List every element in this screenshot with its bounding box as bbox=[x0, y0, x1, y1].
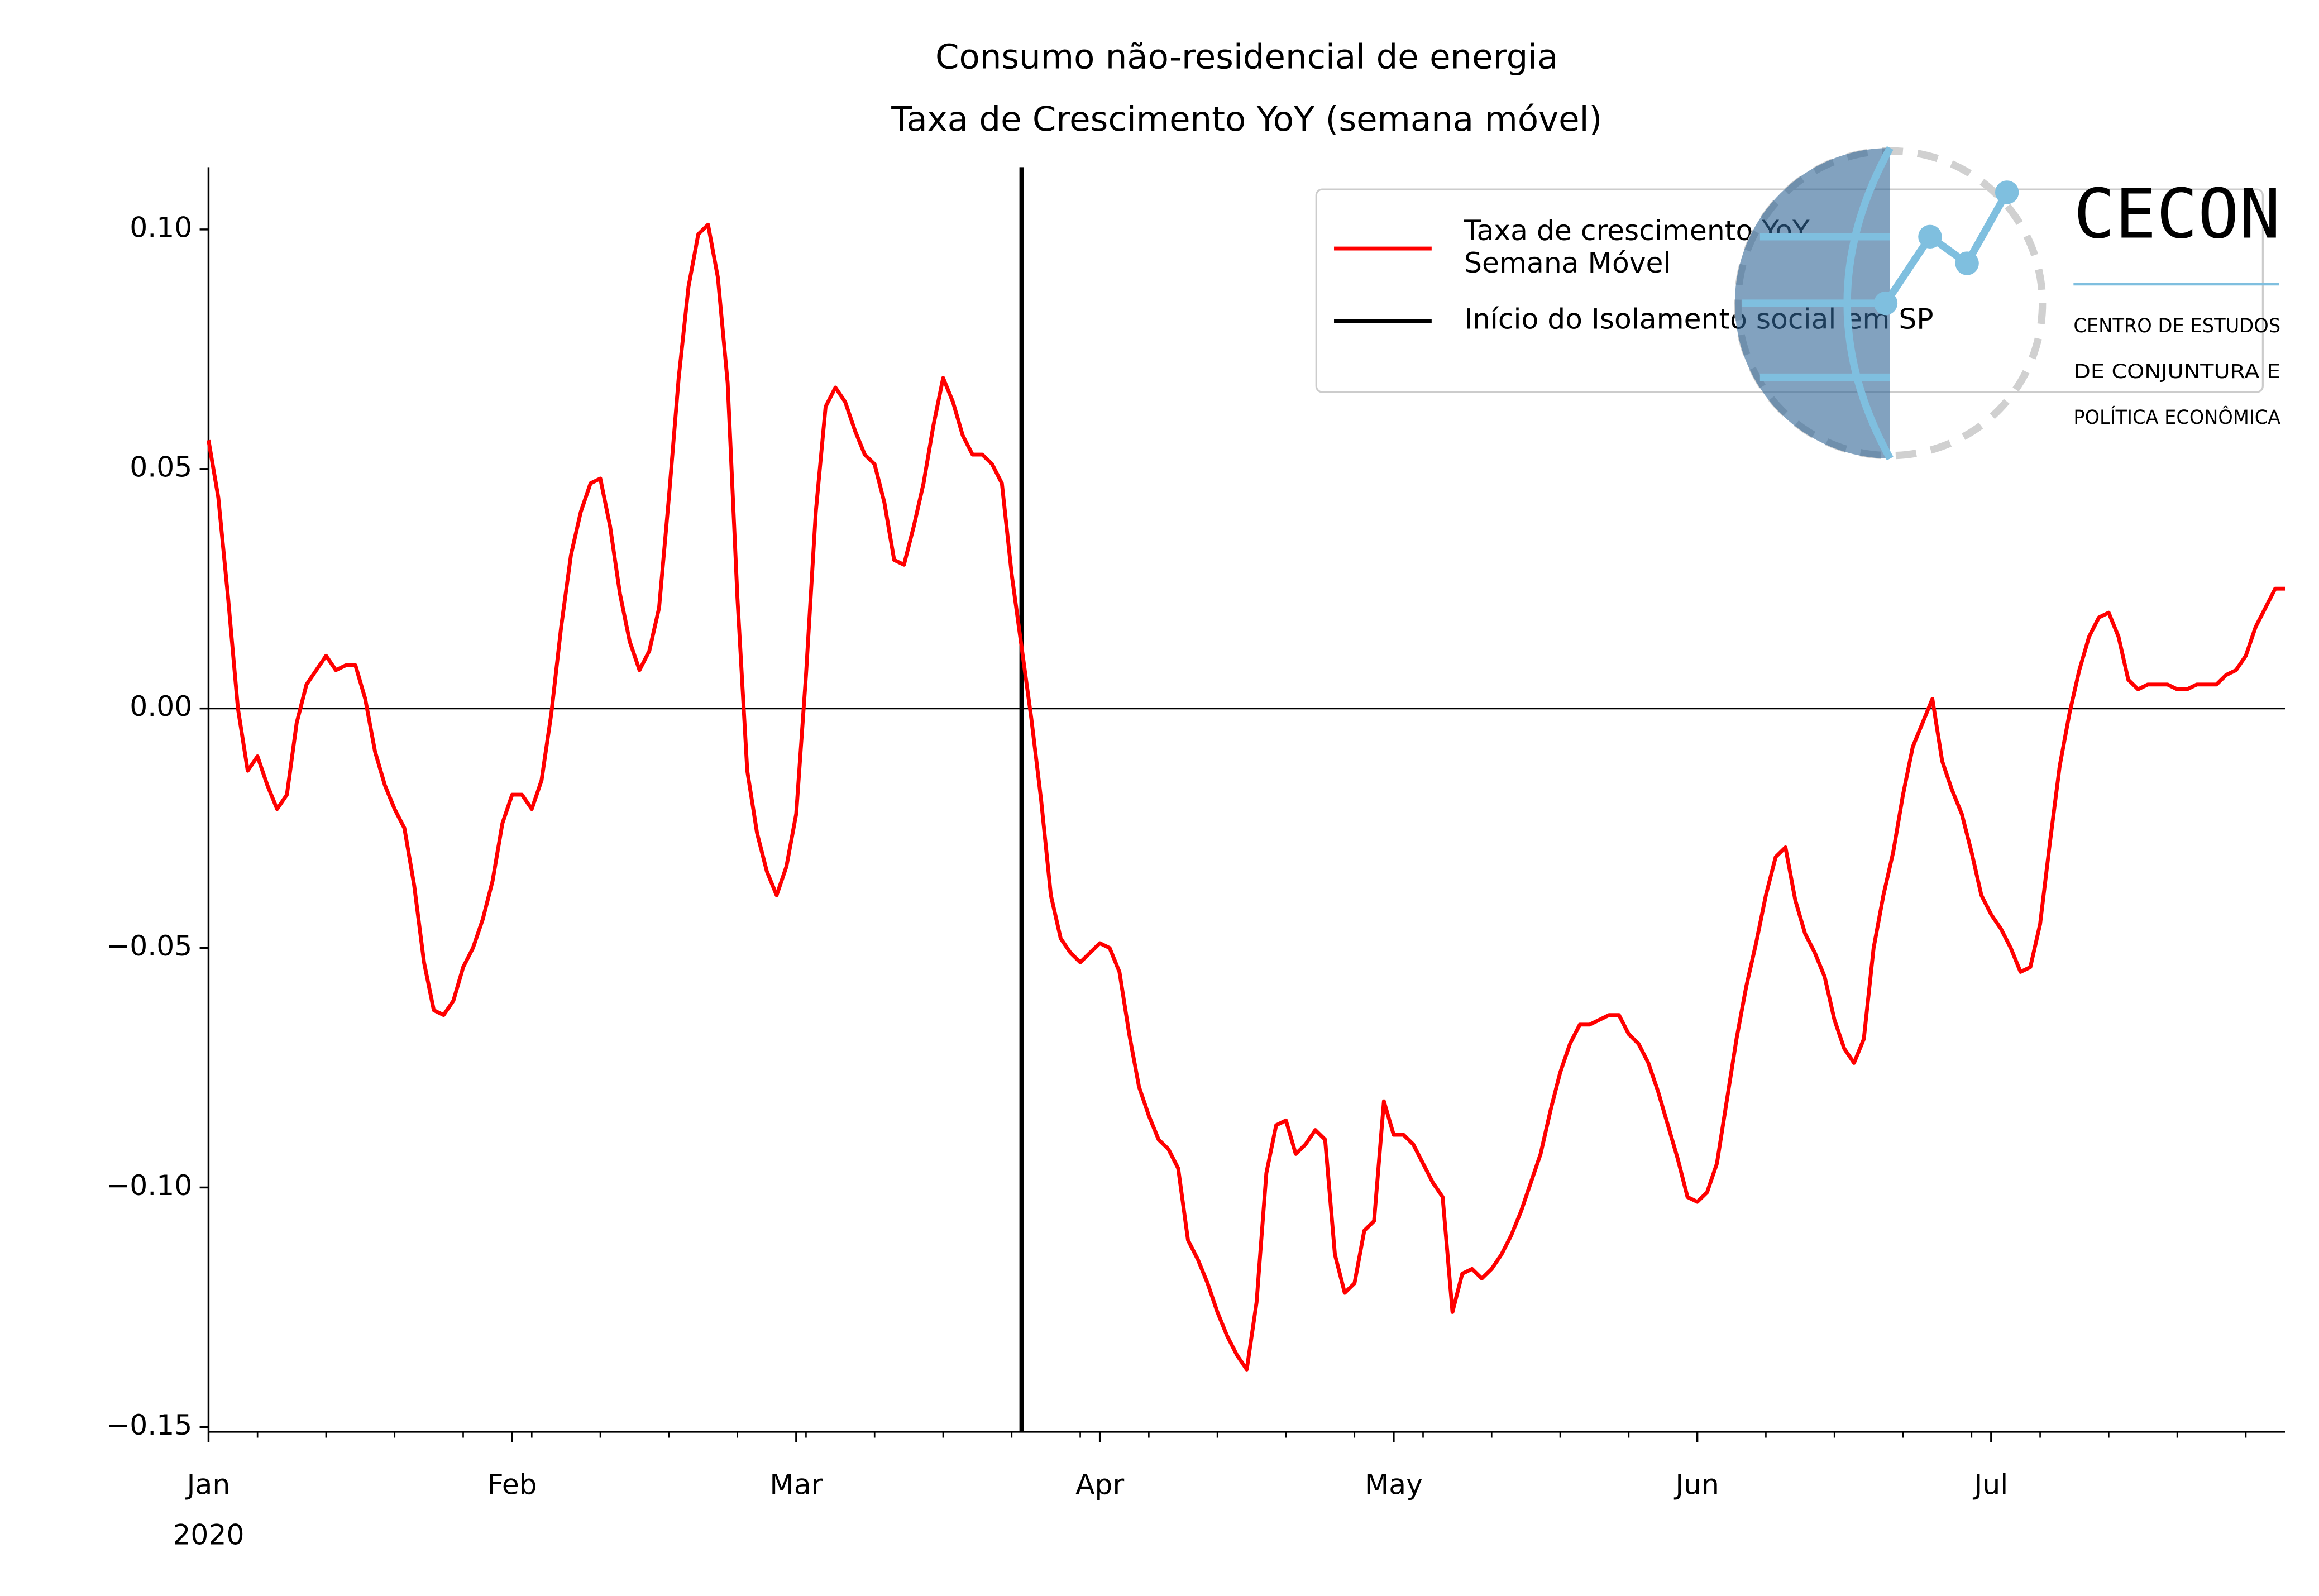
x-tick-label: Mar bbox=[769, 1468, 823, 1501]
x-tick-label: Jul bbox=[1973, 1468, 2009, 1501]
logo-grid bbox=[1742, 146, 1894, 461]
x-tick-label: Jan bbox=[185, 1468, 231, 1501]
x-tick-label: May bbox=[1365, 1468, 1423, 1501]
logo: CECON CENTRO DE ESTUDOS DE CONJUNTURA E POL… bbox=[1734, 146, 2281, 461]
logo-text: CENTRO DE ESTUDOS bbox=[2073, 315, 2280, 337]
y-tick-label: −0.15 bbox=[106, 1408, 192, 1441]
y-tick-label: −0.10 bbox=[106, 1169, 192, 1202]
chart-title: Consumo não-residencial de energia bbox=[935, 37, 1558, 77]
chart-subtitle: Taxa de Crescimento YoY (semana móvel) bbox=[891, 99, 1602, 139]
x-year-label: 2020 bbox=[173, 1518, 244, 1551]
logo-text: POLÍTICA ECONÔMICA bbox=[2073, 406, 2280, 429]
x-tick-label: Apr bbox=[1075, 1468, 1124, 1501]
logo-dot bbox=[1918, 224, 1942, 249]
data-line bbox=[207, 222, 2285, 1372]
logo-dot bbox=[1995, 180, 2019, 204]
y-tick-label: 0.05 bbox=[130, 450, 192, 483]
x-tick-label: Jun bbox=[1673, 1468, 1719, 1501]
y-tick-label: 0.00 bbox=[130, 690, 192, 723]
logo-name: CECON bbox=[2073, 174, 2280, 254]
logo-dot bbox=[1873, 291, 1898, 316]
x-tick-label: Feb bbox=[487, 1468, 537, 1501]
logo-dot bbox=[1955, 251, 1979, 275]
logo-trend bbox=[1882, 190, 2010, 305]
y-tick-label: −0.05 bbox=[106, 929, 192, 962]
logo-text: DE CONJUNTURA E bbox=[2073, 361, 2280, 383]
y-tick-label: 0.10 bbox=[130, 211, 192, 243]
